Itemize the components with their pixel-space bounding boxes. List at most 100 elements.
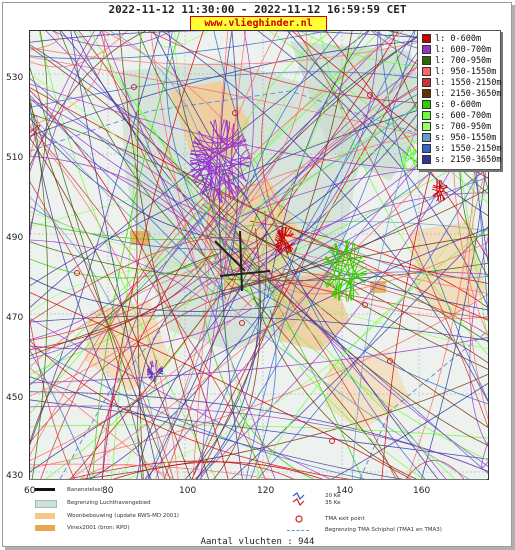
- flight-track: [196, 31, 353, 479]
- flight-track: [190, 154, 235, 199]
- key-housing: Woonbebouwing (update RWS-MD 2001): [67, 513, 179, 519]
- key-tma-exit: TMA exit point: [325, 516, 365, 522]
- flight-track: [193, 139, 236, 198]
- noise-markers: [74, 84, 393, 444]
- flight-track: [219, 266, 488, 319]
- flight-track: [189, 133, 244, 161]
- tma-boundary: [30, 90, 488, 479]
- legend-item: s: 2150-3650m: [422, 155, 502, 165]
- flight-track: [257, 31, 362, 264]
- legend-item: l: 1550-2150m: [422, 78, 502, 88]
- x-tick-label: 140: [336, 486, 354, 496]
- flight-track: [191, 31, 434, 479]
- flight-track: [282, 268, 488, 336]
- flight-track: [407, 147, 416, 156]
- flight-track: [30, 98, 262, 259]
- legend-item: s: 1550-2150m: [422, 144, 502, 154]
- flight-track: [69, 31, 399, 479]
- flight-track: [30, 31, 59, 51]
- key-vinex: Vinex2001 (bron: RPD): [67, 525, 130, 531]
- flight-track: [190, 168, 238, 196]
- flight-track: [148, 368, 164, 379]
- flight-track: [195, 136, 213, 194]
- flight-track: [147, 365, 152, 381]
- flight-track: [30, 149, 488, 375]
- flight-track: [194, 178, 212, 199]
- site-link[interactable]: www.vlieghinder.nl: [190, 16, 327, 31]
- legend-swatch: [422, 89, 431, 98]
- legend-item: s: 950-1550m: [422, 133, 496, 143]
- flight-track: [325, 250, 337, 287]
- flight-track: [30, 278, 271, 444]
- flight-track: [432, 188, 440, 202]
- flight-track: [279, 229, 294, 237]
- flight-track: [30, 405, 488, 472]
- flight-track: [160, 369, 164, 372]
- flight-track: [30, 227, 488, 473]
- flight-track: [149, 360, 154, 368]
- x-tick-label: 100: [179, 486, 197, 496]
- flight-track: [146, 361, 152, 373]
- flight-track: [101, 31, 204, 479]
- flight-track: [30, 308, 253, 350]
- flight-track: [194, 121, 230, 144]
- flight-track: [217, 297, 261, 479]
- flight-track: [30, 137, 192, 479]
- flight-track: [481, 441, 488, 468]
- flight-track: [213, 260, 488, 405]
- flight-track: [200, 259, 227, 479]
- flight-track: [284, 226, 289, 255]
- flight-track: [276, 232, 292, 252]
- flight-track: [287, 31, 488, 217]
- flight-track: [324, 247, 360, 267]
- flight-track: [30, 31, 404, 457]
- flight-track: [267, 269, 397, 479]
- flight-track: [166, 31, 221, 262]
- y-tick-label: 510: [6, 153, 24, 163]
- flight-track: [214, 31, 254, 261]
- flight-track: [38, 31, 217, 479]
- legend-item: l: 950-1550m: [422, 67, 496, 77]
- y-tick-label: 430: [6, 471, 24, 481]
- flight-track: [190, 161, 211, 193]
- flight-track: [156, 31, 210, 48]
- flight-track: [400, 146, 412, 166]
- flight-track: [436, 180, 440, 203]
- flight-track: [192, 31, 229, 479]
- flight-track: [30, 296, 255, 461]
- flight-track: [266, 194, 488, 279]
- flight-track: [30, 124, 41, 139]
- legend-swatch: [422, 111, 431, 120]
- flight-track: [191, 166, 223, 203]
- flight-track: [30, 31, 95, 173]
- runway-swatch: [35, 488, 55, 491]
- flight-track: [40, 197, 204, 479]
- flight-track-map[interactable]: [29, 30, 489, 480]
- flight-track: [405, 460, 465, 479]
- flight-track: [30, 66, 150, 479]
- flight-track: [266, 31, 370, 299]
- flight-track: [347, 243, 356, 302]
- flight-track: [228, 162, 250, 167]
- legend-swatch: [422, 34, 431, 43]
- noise-contour-icon: [292, 492, 305, 507]
- flight-track: [210, 121, 239, 140]
- flight-track: [252, 297, 400, 479]
- flight-track: [184, 210, 267, 479]
- tma-exit-icon: [295, 515, 303, 523]
- legend-swatch: [422, 155, 431, 164]
- x-tick-label: 60: [24, 486, 36, 496]
- flight-track: [231, 123, 239, 195]
- flight-track: [467, 163, 488, 421]
- flight-track: [30, 345, 366, 479]
- flight-track: [152, 31, 439, 479]
- flight-track: [205, 31, 429, 231]
- time-range-title: 2022-11-12 11:30:00 - 2022-11-12 16:59:5…: [108, 3, 407, 16]
- flight-track: [192, 142, 247, 182]
- flight-track: [102, 31, 283, 213]
- flight-track: [30, 31, 147, 167]
- flight-track: [193, 141, 235, 199]
- flight-track: [30, 277, 281, 312]
- flight-track: [275, 236, 292, 253]
- flight-track: [30, 89, 229, 479]
